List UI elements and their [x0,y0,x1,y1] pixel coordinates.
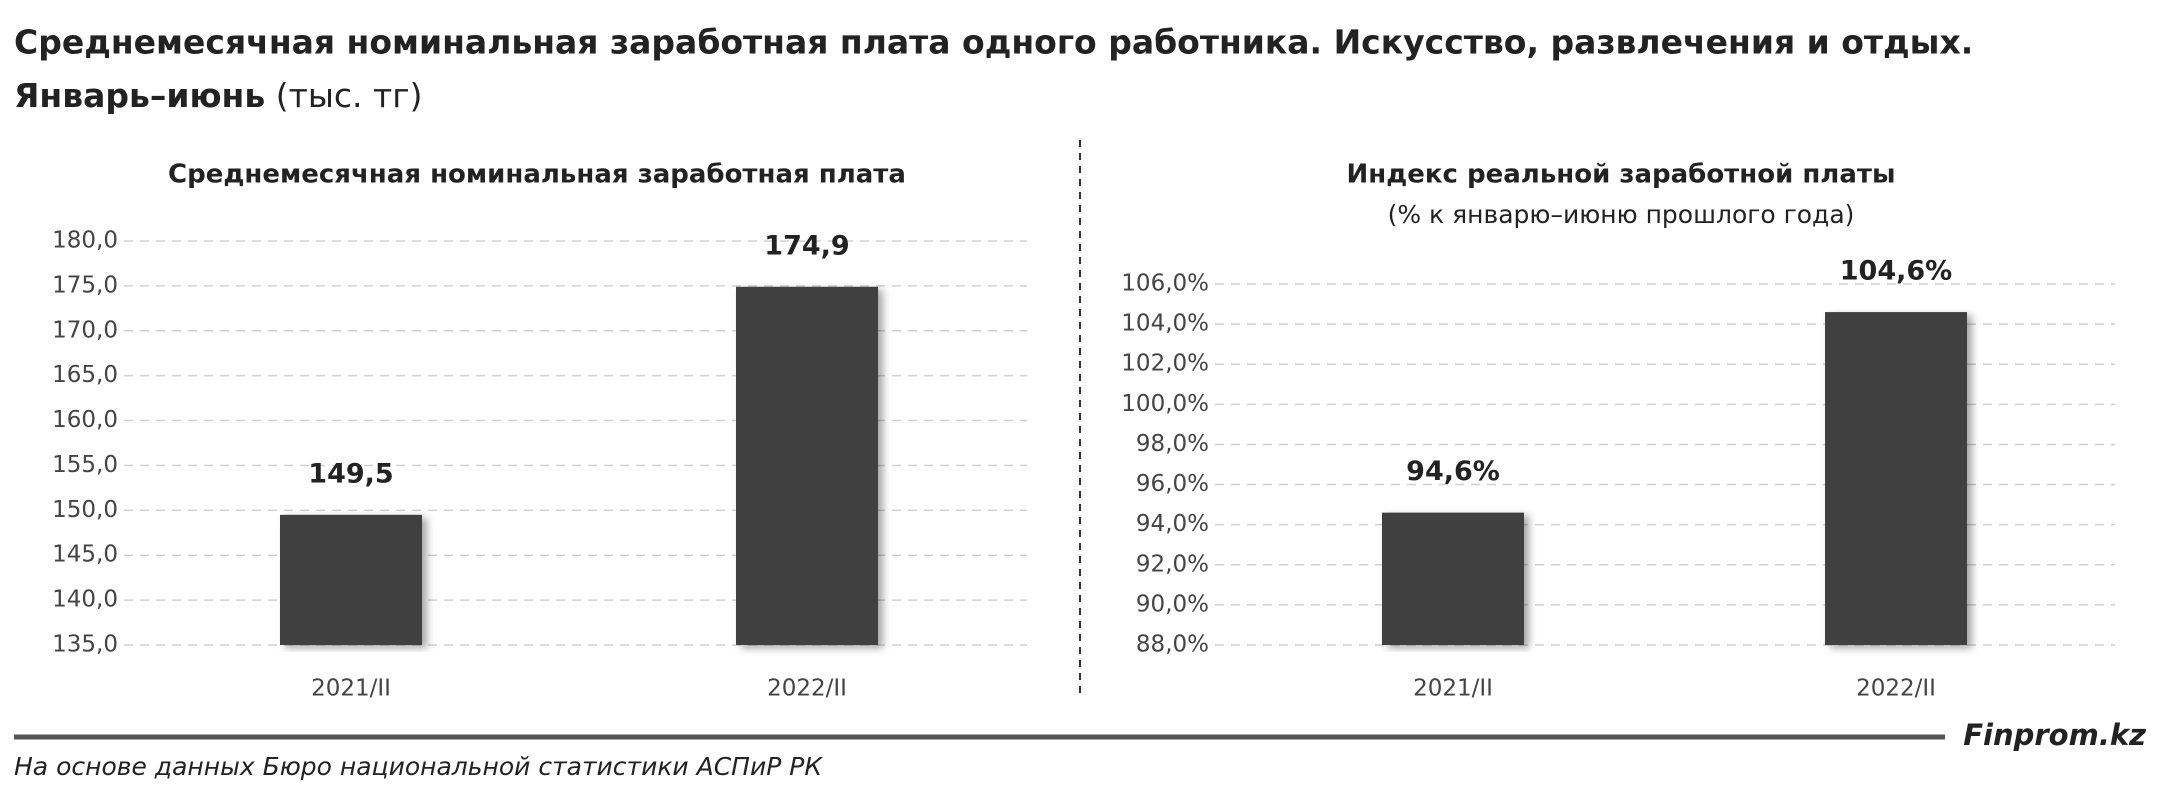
value-label: 104,6% [1840,256,1952,287]
value-label: 174,9 [764,230,849,261]
y-tick-label: 165,0 [52,362,118,388]
y-tick-label: 170,0 [52,317,118,343]
bar [1825,312,1967,645]
y-tick-label: 94,0% [1136,511,1209,537]
y-tick-label: 145,0 [52,542,118,568]
bar [1382,512,1524,645]
y-tick-label: 104,0% [1121,311,1209,337]
x-tick-label: 2021/II [311,676,391,702]
y-tick-label: 155,0 [52,452,118,478]
chart-title: Среднемесячная номинальная заработная пл… [168,160,906,190]
y-tick-label: 180,0 [52,228,118,254]
y-tick-label: 150,0 [52,497,118,523]
bar [280,514,422,645]
y-tick-label: 100,0% [1121,391,1209,417]
y-tick-label: 88,0% [1136,632,1209,658]
chart-title: Индекс реальной заработной платы [1347,160,1896,190]
page-subtitle: Январь–июнь (тыс. тг) [14,76,422,115]
y-tick-label: 106,0% [1121,271,1209,297]
y-tick-label: 90,0% [1136,591,1209,617]
x-tick-label: 2022/II [1856,676,1936,702]
period: Январь–июнь [14,76,265,115]
y-tick-label: 135,0 [52,632,118,658]
y-tick-label: 140,0 [52,587,118,613]
y-tick-label: 96,0% [1136,471,1209,497]
y-tick-label: 92,0% [1136,551,1209,577]
value-label: 149,5 [308,458,393,489]
y-tick-label: 175,0 [52,272,118,298]
value-label: 94,6% [1406,456,1500,487]
brand: Finprom.kz [1963,718,2146,752]
bar [736,286,878,645]
y-tick-label: 102,0% [1121,351,1209,377]
x-tick-label: 2021/II [1413,676,1493,702]
page-title: Среднемесячная номинальная заработная пл… [14,23,1973,62]
source: На основе данных Бюро национальной стати… [14,752,823,781]
y-tick-label: 160,0 [52,407,118,433]
chart-subtitle: (% к январю–июню прошлого года) [1388,200,1855,229]
y-tick-label: 98,0% [1136,431,1209,457]
unit: (тыс. тг) [276,76,423,115]
x-tick-label: 2022/II [767,676,847,702]
